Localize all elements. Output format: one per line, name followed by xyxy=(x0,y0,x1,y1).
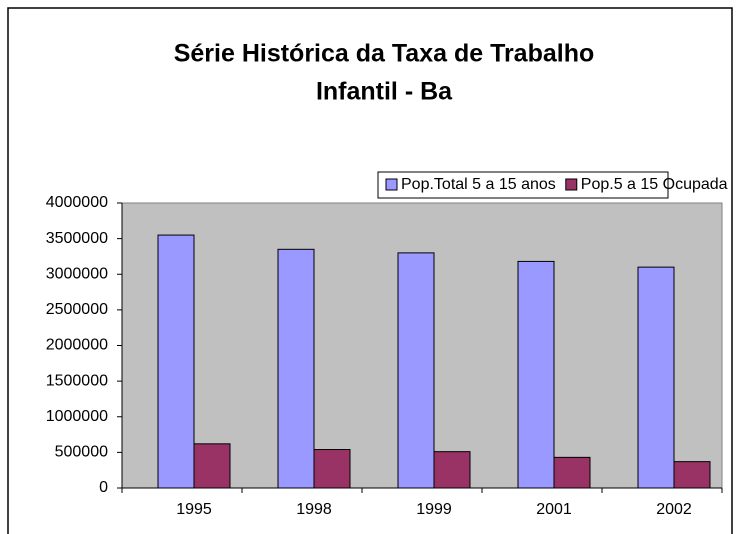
x-tick-label: 1995 xyxy=(176,501,212,518)
chart-title: Série Histórica da Taxa de Trabalho xyxy=(174,40,595,68)
y-tick-label: 3000000 xyxy=(46,265,108,282)
x-tick-label: 1999 xyxy=(416,501,452,518)
bar xyxy=(553,456,591,489)
bar xyxy=(157,234,195,489)
y-tick-label: 1000000 xyxy=(46,408,108,425)
bar xyxy=(313,449,351,489)
bar xyxy=(193,443,231,489)
bar xyxy=(517,260,555,489)
x-tick-label: 1998 xyxy=(296,501,332,518)
legend-swatch xyxy=(565,178,578,191)
bar xyxy=(277,248,315,489)
bar xyxy=(673,461,711,489)
x-tick-label: 2001 xyxy=(536,501,572,518)
legend xyxy=(377,171,669,199)
y-tick-label: 500000 xyxy=(55,444,108,461)
bar xyxy=(433,451,471,489)
y-tick-label: 2000000 xyxy=(46,337,108,354)
y-tick-label: 1500000 xyxy=(46,372,108,389)
y-tick-label: 3500000 xyxy=(46,230,108,247)
y-tick-label: 0 xyxy=(99,479,108,496)
legend-label: Pop.Total 5 a 15 anos xyxy=(401,176,556,193)
x-tick-label: 2002 xyxy=(656,501,692,518)
bar xyxy=(397,252,435,489)
y-tick-label: 4000000 xyxy=(46,194,108,211)
chart-title: Infantil - Ba xyxy=(316,78,453,106)
legend-swatch xyxy=(385,178,398,191)
y-tick-label: 2500000 xyxy=(46,301,108,318)
bar xyxy=(637,266,675,489)
legend-label: Pop.5 a 15 Ocupada xyxy=(581,176,728,193)
